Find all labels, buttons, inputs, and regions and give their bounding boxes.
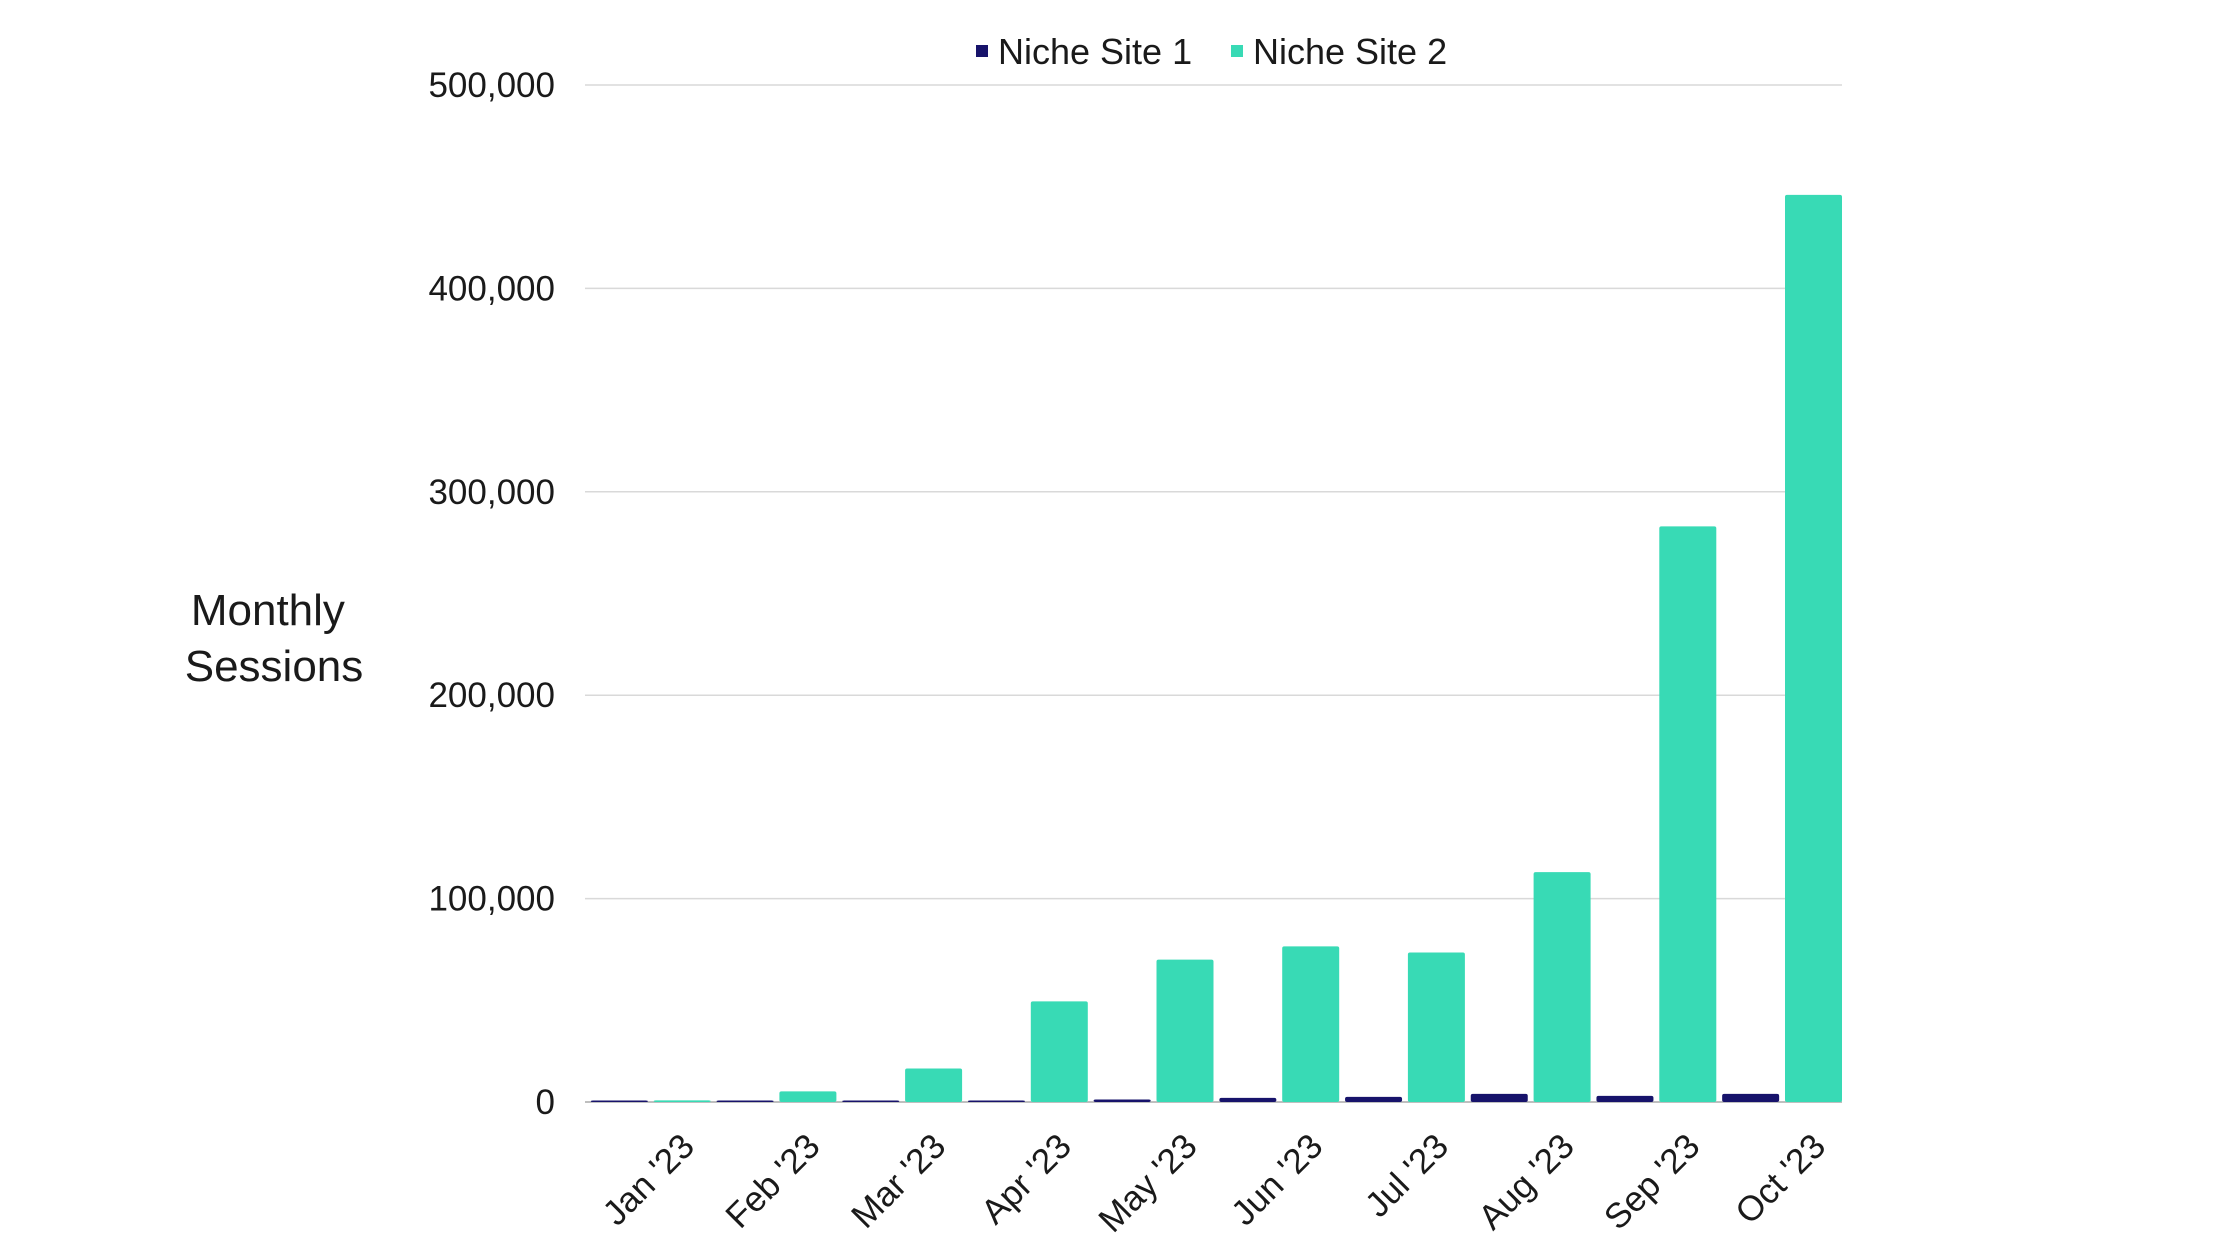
bar-niche-site-2	[653, 1100, 711, 1102]
bar-niche-site-1	[967, 1100, 1025, 1102]
y-tick-label: 100,000	[428, 880, 555, 919]
bar-niche-site-2	[1282, 946, 1340, 1102]
y-axis-label-line-1: Monthly	[191, 586, 345, 635]
legend-swatch	[976, 45, 988, 57]
bar-niche-site-1	[1596, 1095, 1654, 1102]
y-tick-label: 500,000	[428, 66, 555, 105]
x-tick-label: Jul '23	[1358, 1126, 1456, 1224]
legend-swatch	[1231, 45, 1243, 57]
bar-niche-site-1	[590, 1100, 648, 1102]
x-tick-label: Aug '23	[1471, 1126, 1582, 1237]
bar-niche-site-2	[1785, 194, 1842, 1102]
bar-niche-site-2	[1533, 872, 1591, 1102]
bar-niche-site-1	[1722, 1093, 1780, 1102]
y-tick-label: 400,000	[428, 269, 555, 308]
x-tick-label: Feb '23	[718, 1126, 827, 1235]
x-tick-label: Sep '23	[1597, 1126, 1708, 1237]
x-tick-label: Mar '23	[844, 1126, 953, 1235]
bar-niche-site-1	[1219, 1097, 1277, 1102]
x-tick-label: May '23	[1091, 1126, 1204, 1239]
y-tick-label: 0	[536, 1083, 555, 1122]
bar-niche-site-1	[842, 1100, 900, 1102]
y-tick-label: 300,000	[428, 473, 555, 512]
legend-label: Niche Site 1	[998, 31, 1192, 72]
y-axis-tick-labels: 0 100,000 200,000 300,000 400,000 500,000	[428, 66, 555, 1122]
bar-niche-site-2	[779, 1091, 837, 1102]
x-tick-label: Jan '23	[595, 1126, 702, 1233]
y-tick-label: 200,000	[428, 676, 555, 715]
y-axis-label: Monthly Sessions	[185, 586, 364, 691]
bar-niche-site-1	[1345, 1096, 1403, 1102]
x-tick-label: Oct '23	[1728, 1126, 1833, 1231]
bar-niche-site-1	[1470, 1093, 1528, 1102]
x-tick-label: Apr '23	[974, 1126, 1079, 1231]
legend: Niche Site 1 Niche Site 2	[976, 31, 1447, 72]
bars	[590, 194, 1842, 1102]
bar-niche-site-2	[905, 1068, 963, 1102]
bar-niche-site-1	[1093, 1099, 1151, 1102]
bar-niche-site-2	[1659, 526, 1717, 1102]
gridlines	[585, 84, 1842, 1103]
bar-niche-site-1	[716, 1100, 774, 1102]
x-tick-label: Jun '23	[1224, 1126, 1331, 1233]
bar-niche-site-2	[1030, 1001, 1088, 1102]
y-axis-label-line-2: Sessions	[185, 642, 364, 691]
x-axis-tick-labels: Jan '23 Feb '23 Mar '23 Apr '23 May '23 Jun '…	[595, 1126, 1833, 1239]
legend-label: Niche Site 2	[1253, 31, 1447, 72]
bar-niche-site-2	[1156, 959, 1214, 1102]
bar-niche-site-2	[1407, 952, 1465, 1102]
